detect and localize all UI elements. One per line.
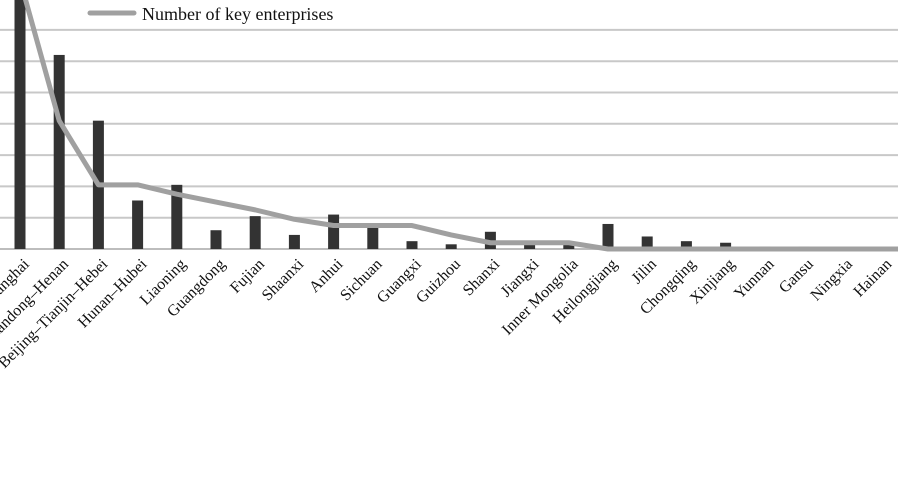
bar	[210, 230, 222, 249]
bar	[367, 227, 379, 249]
bar	[563, 244, 575, 249]
bar	[641, 236, 653, 249]
category-labels: ShanghaiShandong–HenanBeijing–Tianjin–He…	[0, 255, 896, 371]
bar	[445, 244, 457, 249]
x-tick-label: Ningxia	[808, 256, 856, 304]
legend-label: Number of key enterprises	[142, 4, 333, 24]
bar	[132, 200, 144, 249]
bar	[53, 54, 65, 249]
bar	[680, 241, 692, 249]
bar	[406, 241, 418, 249]
bar	[524, 242, 536, 249]
x-tick-label: Hainan	[851, 256, 896, 301]
legend: Number of key enterprises	[87, 4, 333, 24]
x-tick-label: Shaanxi	[259, 255, 308, 304]
x-tick-label: Jilin	[629, 256, 661, 288]
bar	[249, 216, 261, 249]
x-tick-label: Guizhou	[413, 256, 464, 307]
bar	[720, 242, 732, 249]
line-path	[23, 0, 898, 252]
line-series	[23, 0, 898, 252]
bar	[328, 214, 340, 249]
x-tick-label: Shanxi	[460, 255, 504, 299]
bar	[288, 234, 300, 249]
bar	[602, 223, 614, 249]
x-tick-label: Yunnan	[731, 256, 778, 303]
bar	[14, 0, 26, 249]
bar	[171, 184, 183, 249]
